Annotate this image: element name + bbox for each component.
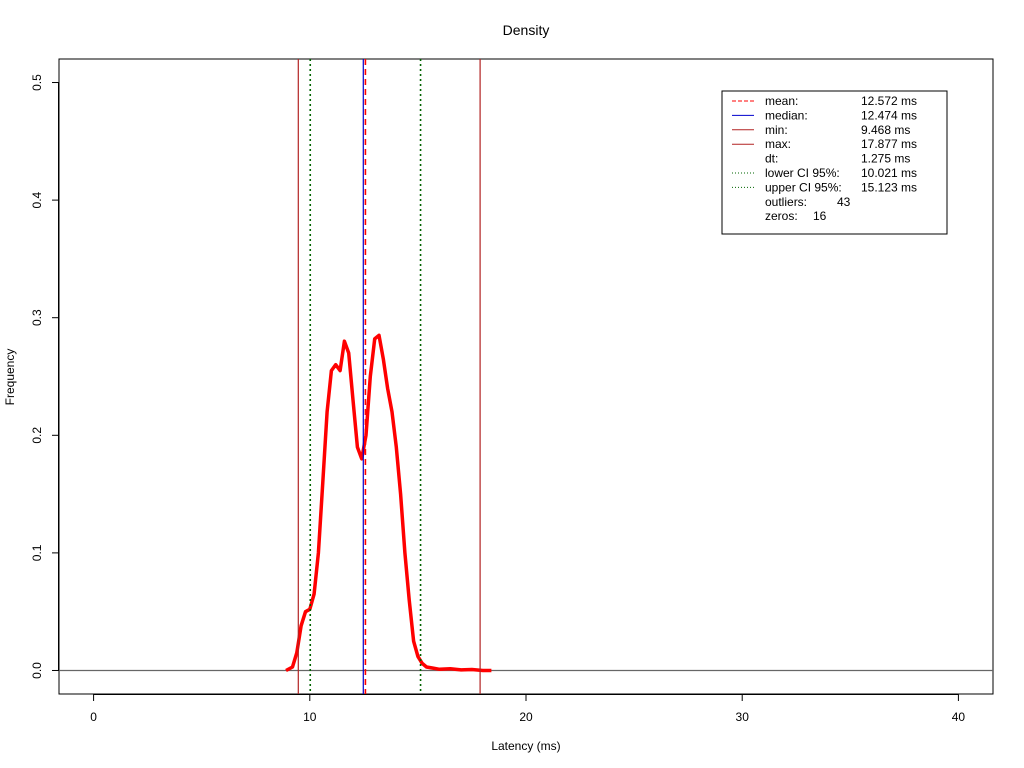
x-tick-label-0: 0	[90, 710, 97, 724]
plot-content: 0 10 20 30 40 0.0 0.1 0.2 0.3 0.4 0.5 mean: 12.572 m…	[30, 58, 994, 724]
legend-label-median: median:	[765, 108, 808, 122]
y-tick-label-0: 0.0	[30, 662, 44, 679]
chart-title: Density	[503, 22, 550, 38]
legend-label-outliers: outliers:	[765, 195, 807, 209]
y-tick-label-4: 0.4	[30, 191, 44, 208]
legend-value-max: 17.877 ms	[861, 137, 917, 151]
legend-label-min: min:	[765, 123, 788, 137]
x-tick-label-40: 40	[952, 710, 966, 724]
legend-value-min: 9.468 ms	[861, 123, 910, 137]
density-curve-0	[285, 333, 492, 673]
legend-label-upper-ci-95: upper CI 95%:	[765, 180, 842, 194]
legend-value-zeros: 16	[813, 209, 827, 223]
x-tick-label-10: 10	[303, 710, 317, 724]
legend-value-upper-ci-95: 15.123 ms	[861, 180, 917, 194]
x-tick-label-30: 30	[736, 710, 750, 724]
legend-label-max: max:	[765, 137, 791, 151]
y-tick-label-3: 0.3	[30, 309, 44, 326]
legend-label-mean: mean:	[765, 94, 798, 108]
y-axis-label: Frequency	[3, 349, 17, 406]
x-tick-label-20: 20	[519, 710, 533, 724]
y-tick-label-1: 0.1	[30, 544, 44, 561]
legend-value-dt: 1.275 ms	[861, 152, 910, 166]
legend-label-dt: dt:	[765, 152, 778, 166]
x-axis-label: Latency (ms)	[491, 739, 560, 753]
y-tick-label-2: 0.2	[30, 427, 44, 444]
y-tick-label-5: 0.5	[30, 74, 44, 91]
legend-value-median: 12.474 ms	[861, 108, 917, 122]
legend-label-lower-ci-95: lower CI 95%:	[765, 166, 840, 180]
legend-label-zeros: zeros:	[765, 209, 798, 223]
legend-value-outliers: 43	[837, 195, 851, 209]
legend-box	[721, 90, 948, 235]
legend-value-mean: 12.572 ms	[861, 94, 917, 108]
legend-value-lower-ci-95: 10.021 ms	[861, 166, 917, 180]
